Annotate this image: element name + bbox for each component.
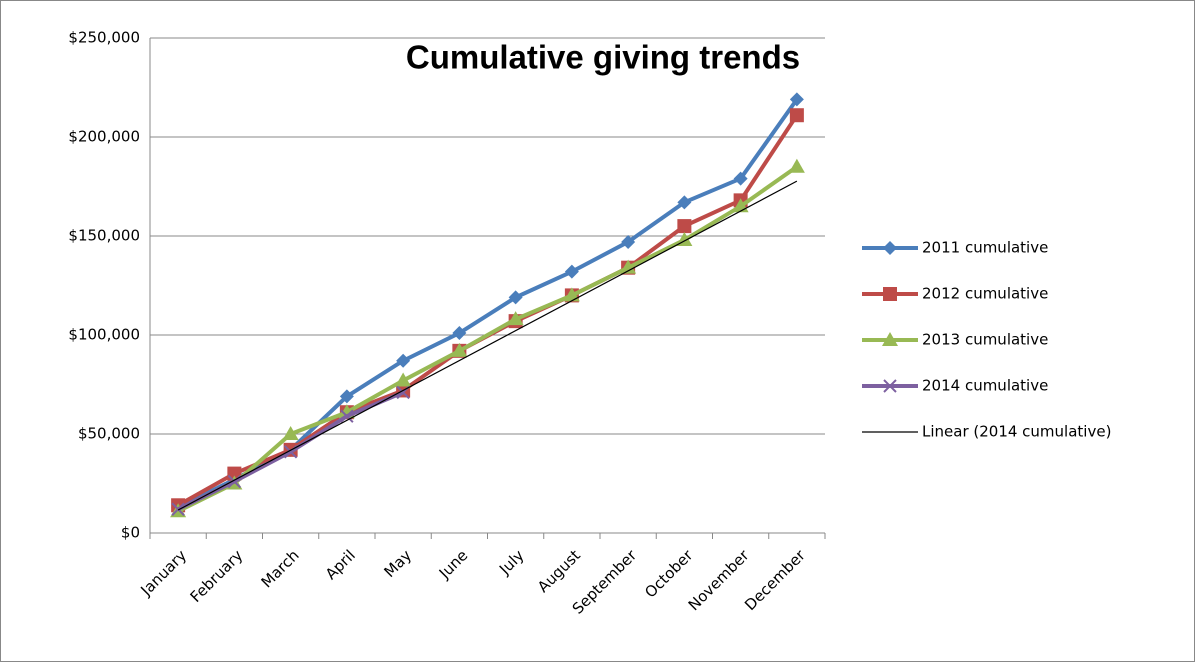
- marker: [677, 219, 692, 234]
- series-line: [177, 165, 799, 514]
- marker: [883, 287, 897, 301]
- marker: [789, 92, 804, 107]
- marker: [564, 264, 579, 279]
- marker: [395, 372, 412, 387]
- marker: [882, 332, 898, 346]
- y-tick-label: $250,000: [68, 29, 140, 47]
- marker: [451, 342, 468, 357]
- marker: [339, 389, 354, 404]
- y-tick-label: $200,000: [68, 128, 140, 146]
- marker: [621, 234, 636, 249]
- marker: [883, 379, 897, 393]
- chart-title: Cumulative giving trends: [406, 39, 800, 76]
- y-tick-label: $100,000: [68, 326, 140, 344]
- marker: [733, 171, 748, 186]
- marker: [340, 409, 354, 423]
- legend-label: 2014 cumulative: [922, 377, 1048, 395]
- trendline: [177, 180, 798, 511]
- marker: [396, 353, 411, 368]
- marker: [507, 311, 524, 326]
- marker: [789, 108, 804, 123]
- marker: [563, 287, 580, 302]
- legend-label: 2011 cumulative: [922, 239, 1048, 257]
- marker: [171, 502, 185, 516]
- marker: [788, 158, 805, 173]
- marker: [452, 326, 467, 341]
- y-tick-label: $150,000: [68, 227, 140, 245]
- y-tick-label: $0: [121, 524, 140, 542]
- marker: [620, 259, 637, 274]
- marker: [883, 241, 897, 255]
- legend-label: Linear (2014 cumulative): [922, 423, 1111, 441]
- marker: [282, 426, 299, 440]
- legend-label: 2013 cumulative: [922, 331, 1048, 349]
- legend-label: 2012 cumulative: [922, 285, 1048, 303]
- marker: [677, 195, 692, 210]
- marker: [508, 290, 523, 305]
- y-tick-label: $50,000: [78, 425, 140, 443]
